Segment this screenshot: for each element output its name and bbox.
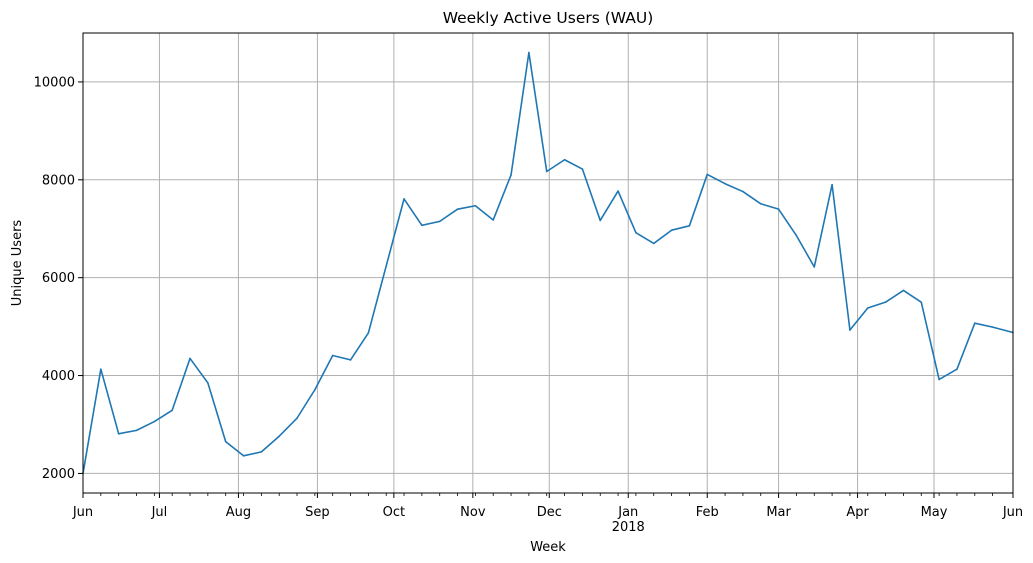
- data-point: [617, 190, 619, 192]
- x-tick-label: Nov: [460, 505, 486, 520]
- x-year-label: 2018: [612, 520, 645, 535]
- x-tick-label: Jul: [151, 505, 168, 520]
- data-point: [938, 378, 940, 381]
- plot-frame: [82, 32, 1014, 494]
- data-point: [706, 173, 709, 176]
- x-tick-label: Apr: [846, 505, 869, 520]
- data-point: [849, 329, 851, 331]
- data-point: [492, 219, 495, 221]
- data-point: [278, 435, 280, 438]
- data-point: [956, 368, 958, 370]
- data-point: [260, 451, 263, 453]
- data-point: [385, 265, 388, 267]
- y-tick-label: 4000: [42, 369, 75, 384]
- data-point: [528, 51, 530, 54]
- data-point: [563, 158, 566, 161]
- y-tick-label: 2000: [42, 467, 75, 482]
- data-point: [813, 266, 816, 268]
- data-point: [135, 429, 138, 432]
- data-point: [759, 202, 762, 205]
- x-tick-label: Mar: [766, 505, 791, 520]
- x-tick-label: May: [921, 505, 948, 520]
- data-point: [866, 307, 869, 309]
- x-axis-title: Week: [530, 540, 566, 555]
- data-point: [902, 289, 905, 292]
- data-point: [973, 322, 976, 324]
- data-point: [349, 359, 352, 361]
- x-tick-label: Oct: [383, 505, 405, 520]
- data-point: [153, 420, 156, 423]
- data-point: [189, 357, 191, 360]
- series-line: [82, 51, 1014, 474]
- data-point: [296, 417, 298, 419]
- grid-lines: [82, 33, 1014, 493]
- data-point: [100, 368, 102, 370]
- data-point: [688, 225, 691, 227]
- data-point: [117, 432, 120, 435]
- data-point: [331, 354, 334, 357]
- data-point: [920, 301, 923, 303]
- data-point: [403, 198, 405, 200]
- data-point: [224, 440, 227, 443]
- series-layer: [82, 51, 1014, 475]
- data-point: [670, 229, 673, 232]
- data-point: [581, 168, 584, 170]
- x-tick-label: Jun: [1002, 505, 1023, 520]
- y-tick-label: 10000: [34, 75, 75, 90]
- y-tick-label: 6000: [42, 271, 75, 286]
- data-point: [242, 455, 245, 457]
- data-point: [314, 388, 316, 391]
- x-tick-label: Sep: [305, 505, 330, 520]
- x-tick-label: Aug: [226, 505, 251, 520]
- data-point: [474, 204, 477, 207]
- x-tick-label: Jun: [72, 505, 93, 520]
- data-point: [599, 219, 602, 222]
- y-axis-ticks: 2000 4000 6000 8000 10000: [34, 75, 83, 482]
- data-point: [421, 224, 423, 227]
- data-point: [831, 183, 833, 186]
- data-point: [652, 242, 655, 245]
- data-point: [207, 382, 209, 384]
- data-point: [884, 301, 887, 303]
- data-point: [777, 208, 780, 210]
- data-point: [795, 234, 798, 237]
- data-point: [456, 208, 459, 210]
- data-point: [635, 231, 637, 234]
- x-tick-label: Dec: [537, 505, 562, 520]
- data-point: [545, 170, 548, 173]
- data-point: [991, 326, 994, 328]
- data-point: [510, 174, 512, 176]
- data-point: [742, 190, 744, 193]
- x-tick-label: Feb: [696, 505, 719, 520]
- data-point: [438, 220, 441, 223]
- x-axis-ticks: Jun Jul Aug Sep Oct Nov Dec Jan Feb Mar Apr May Jun 2…: [72, 493, 1023, 535]
- chart-title: Weekly Active Users (WAU): [443, 9, 654, 27]
- y-axis-title: Unique Users: [10, 220, 25, 307]
- x-tick-label: Jan: [617, 505, 638, 520]
- data-point: [171, 409, 173, 412]
- data-point: [724, 182, 726, 185]
- data-point: [367, 332, 370, 334]
- y-tick-label: 8000: [42, 173, 75, 188]
